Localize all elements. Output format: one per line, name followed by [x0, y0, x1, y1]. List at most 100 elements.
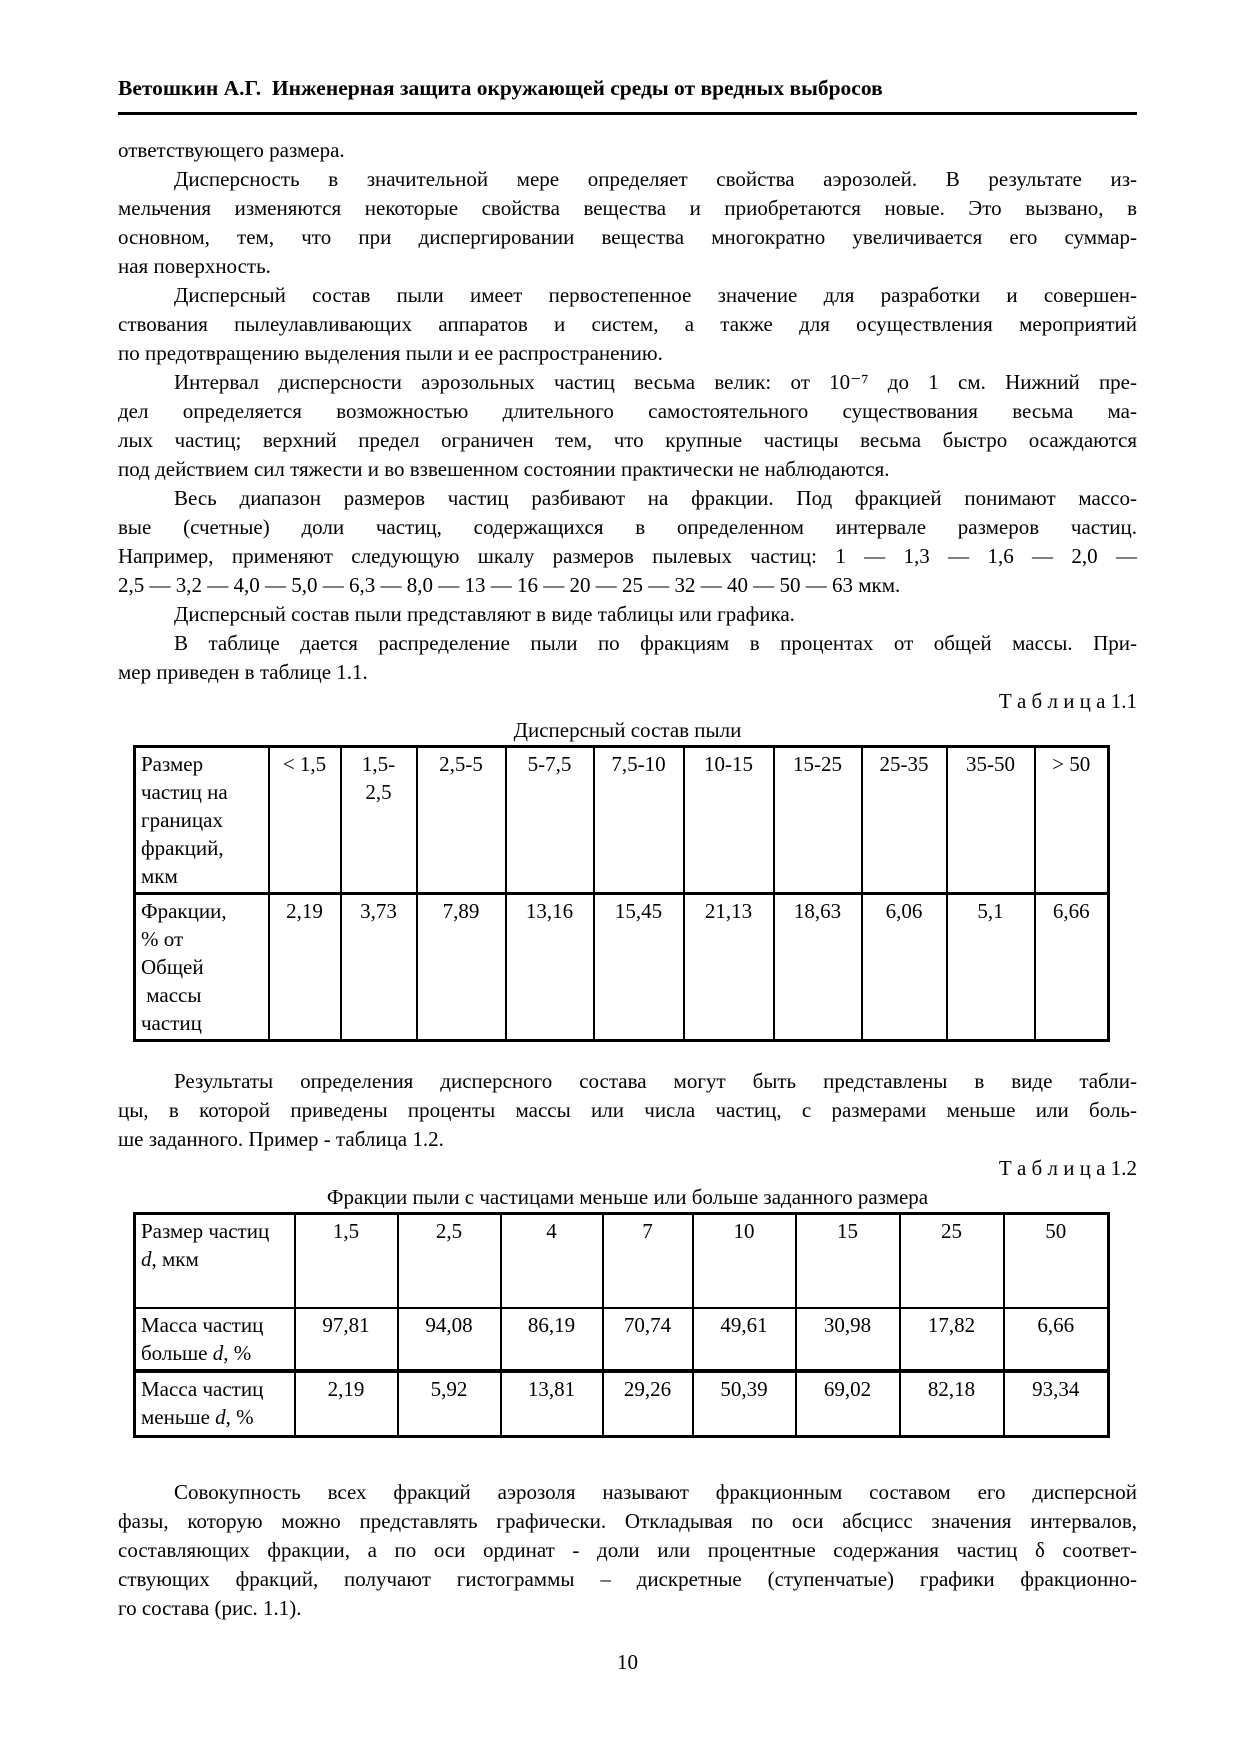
text-segment: Размер — [141, 752, 204, 776]
label-line: Масса частиц — [141, 1311, 291, 1339]
cell-line: 69,02 — [823, 1377, 872, 1401]
text-line: ствования пылеулавливающих аппаратов и с… — [118, 312, 1137, 336]
data-table: Размер частиц на границах фракций, мкм < 1,5 1… — [133, 745, 1110, 1042]
cell-line: 93,34 — [1032, 1377, 1080, 1401]
label-line: больше d, % — [141, 1339, 291, 1367]
table-cell: 30,98 — [794, 1307, 901, 1373]
table-cell: > 50 — [1033, 745, 1110, 895]
cell-line: 94,08 — [425, 1313, 473, 1337]
text-line: Весь диапазон размеров частиц разбивают … — [174, 486, 1137, 510]
table-cell: 7,89 — [415, 892, 507, 1042]
paragraph: В таблице дается распределение пыли по ф… — [118, 629, 1137, 687]
cell-line: 15 — [837, 1219, 858, 1243]
cell-line: 29,26 — [623, 1377, 672, 1401]
text-segment: Общей — [141, 955, 204, 979]
table-cell: 15-25 — [772, 745, 863, 895]
text-line: составляющих фракции, а по оси ординат -… — [118, 1538, 1137, 1562]
paragraph: Результаты определения дисперсного соста… — [118, 1067, 1137, 1154]
table-cell: 93,34 — [1002, 1370, 1110, 1438]
table-row: Фракции, % от Общей массы частиц 2,19 3,73 7,8… — [133, 892, 1110, 1042]
text-segment: частиц на — [141, 780, 228, 804]
label-line: % от — [141, 925, 265, 953]
text-line: Интервал дисперсности аэрозольных частиц… — [174, 370, 1137, 394]
text-line: Например, применяют следующую шкалу разм… — [118, 544, 1137, 568]
table-cell: 10-15 — [682, 745, 775, 895]
text-line: Совокупность всех фракций аэрозоля назыв… — [174, 1480, 1137, 1504]
table-cell: 15,45 — [592, 892, 685, 1042]
text-line: мер приведен в таблице 1.1. — [118, 660, 368, 684]
cell-line: 1,5 — [332, 1219, 360, 1243]
cell-line: 15-25 — [793, 752, 842, 776]
cell-line: 50 — [1045, 1219, 1067, 1243]
paragraph: Интервал дисперсности аэрозольных частиц… — [118, 368, 1137, 484]
cell-line: 86,19 — [527, 1313, 576, 1337]
dispersion-composition-table: Размер частиц на границах фракций, мкм < 1,5 1… — [118, 745, 1137, 1042]
text-segment: Масса частиц — [141, 1313, 264, 1337]
running-header: Ветошкин А.Г. Инженерная защита окружающ… — [118, 76, 883, 100]
text-line: В таблице дается распределение пыли по ф… — [174, 631, 1137, 655]
text-line: ответствующего размера. — [118, 138, 345, 162]
cell-line: 25 — [941, 1219, 962, 1243]
text-line: Дисперсность в значительной мере определ… — [174, 167, 1137, 191]
table-cell: 94,08 — [396, 1307, 502, 1373]
text-segment: больше — [141, 1341, 213, 1365]
row-label-cell: Масса частиц меньше d, % — [133, 1370, 296, 1438]
table-cell: 97,81 — [293, 1307, 399, 1373]
label-line: Общей — [141, 953, 265, 981]
cell-line: 10 — [733, 1219, 755, 1243]
table-cell: 2,19 — [267, 892, 342, 1042]
cell-line: < 1,5 — [282, 752, 327, 776]
table-cell: 7 — [601, 1212, 694, 1309]
text-segment: массы — [141, 983, 202, 1007]
cell-line: 70,74 — [623, 1313, 672, 1337]
text-segment: d — [141, 1247, 152, 1271]
table-cell: 5,1 — [945, 892, 1036, 1042]
text-line: мельчения изменяются некоторые свойства … — [118, 196, 1137, 220]
text-segment: меньше — [141, 1405, 216, 1429]
cell-line: 13,81 — [527, 1377, 576, 1401]
cell-line: 2,5 — [365, 780, 392, 804]
cell-line: 50,39 — [720, 1377, 768, 1401]
text-line: ствующих фракций, получают гистограммы –… — [118, 1567, 1137, 1591]
fractions-table: Размер частиц d, мкм 1,5 2,5 4 7 10 15 25 50 Масса… — [118, 1212, 1137, 1438]
table-cell: 5,92 — [396, 1370, 502, 1438]
table-cell: 10 — [691, 1212, 797, 1309]
table-cell: 5-7,5 — [504, 745, 595, 895]
text-line: лых частиц; верхний предел ограничен тем… — [118, 428, 1137, 452]
label-line: частиц на — [141, 778, 265, 806]
text-line: ная поверхность. — [118, 254, 271, 278]
label-line: Размер частиц — [141, 1217, 291, 1245]
text-segment: d — [212, 1341, 224, 1365]
cell-line: 82,18 — [927, 1377, 976, 1401]
cell-line: 7 — [642, 1219, 653, 1243]
text-segment: Фракции, — [141, 899, 227, 923]
paragraph: Дисперсный состав пыли представляют в ви… — [118, 600, 1137, 629]
cell-line: 1,5- — [361, 752, 396, 776]
paragraph: Весь диапазон размеров частиц разбивают … — [118, 484, 1137, 600]
cell-line: 4 — [546, 1219, 557, 1243]
text-line: фазы, которую можно представлять графиче… — [118, 1509, 1137, 1533]
table-cell: 69,02 — [794, 1370, 901, 1438]
cell-line: 35-50 — [966, 752, 1015, 776]
text-segment: , мкм — [151, 1247, 199, 1271]
table-cell: 2,5-5 — [415, 745, 507, 895]
table-cell: 1,5- 2,5 — [339, 745, 418, 895]
table-cell: 86,19 — [499, 1307, 604, 1373]
cell-line: 2,5 — [435, 1219, 463, 1243]
paragraph: Дисперсный состав пыли имеет первостепен… — [118, 281, 1137, 368]
text-segment: границах — [141, 808, 223, 832]
table-cell: 50,39 — [691, 1370, 797, 1438]
text-line: го состава (рис. 1.1). — [118, 1596, 302, 1620]
cell-line: 2,19 — [327, 1377, 365, 1401]
cell-line: 15,45 — [614, 899, 663, 923]
table-cell: 25 — [898, 1212, 1005, 1309]
label-line: Масса частиц — [141, 1375, 291, 1403]
cell-line: 7,5-10 — [611, 752, 666, 776]
table-cell: 29,26 — [601, 1370, 694, 1438]
cell-line: 25-35 — [879, 752, 929, 776]
text-line: 2,5 — 3,2 — 4,0 — 5,0 — 6,3 — 8,0 — 13 —… — [118, 573, 901, 597]
table-cell: 7,5-10 — [592, 745, 685, 895]
cell-line: 6,66 — [1052, 899, 1090, 923]
table-cell: 6,06 — [860, 892, 948, 1042]
